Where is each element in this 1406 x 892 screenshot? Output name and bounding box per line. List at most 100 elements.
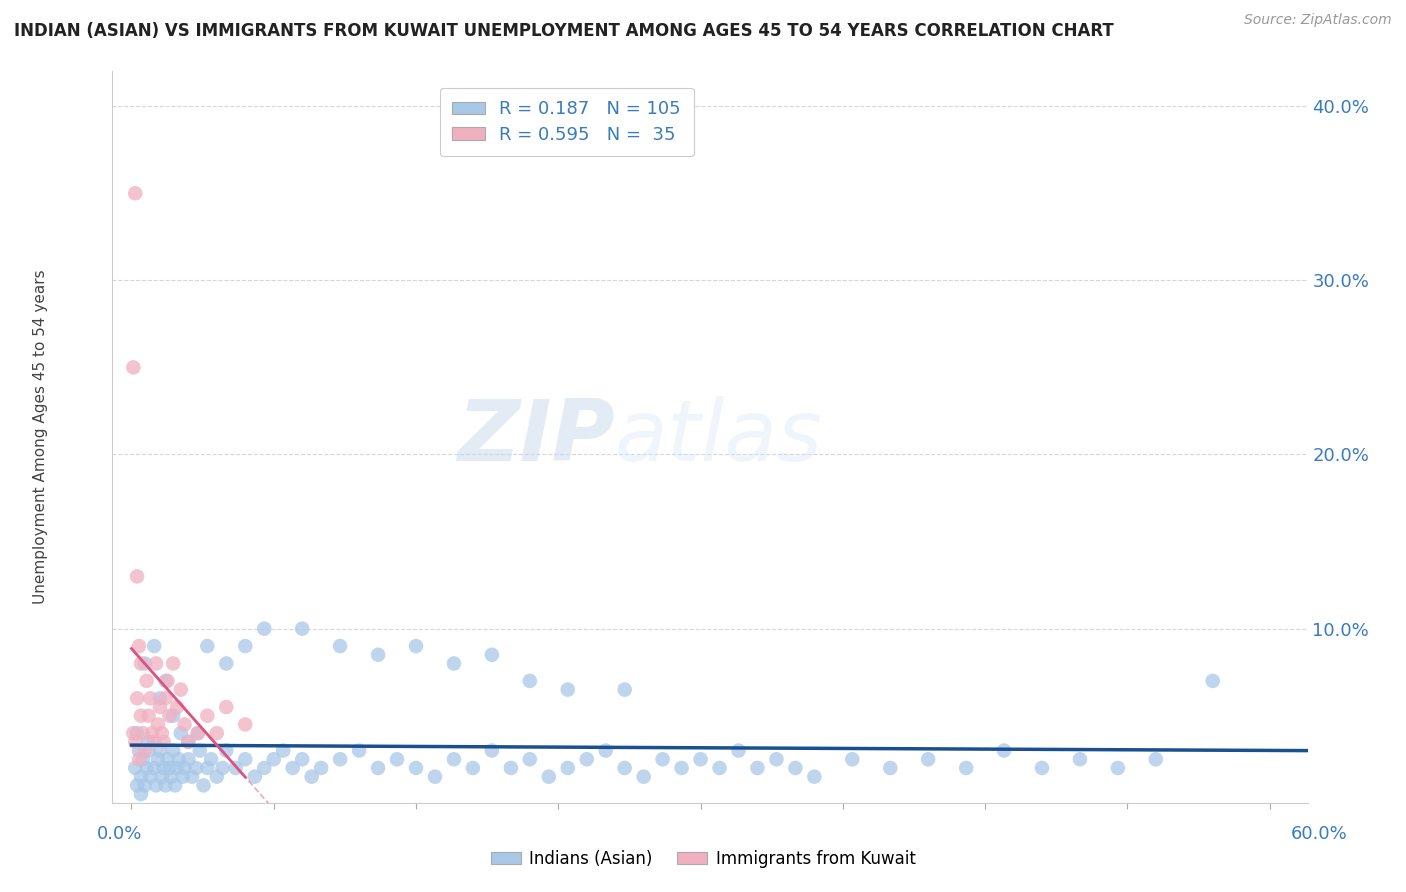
Point: [145, 657, 167, 671]
Point: [155, 691, 177, 706]
Legend: Indians (Asian), Immigrants from Kuwait: Indians (Asian), Immigrants from Kuwait: [484, 844, 922, 875]
Point: [613, 682, 636, 697]
Point: [177, 735, 200, 749]
Point: [329, 752, 352, 766]
Point: [149, 700, 172, 714]
Point: [162, 708, 184, 723]
Point: [233, 717, 256, 731]
Point: [166, 761, 188, 775]
Point: [955, 761, 977, 775]
Point: [993, 743, 1015, 757]
Point: [170, 682, 193, 697]
Point: [181, 770, 204, 784]
Point: [499, 761, 522, 775]
Point: [149, 743, 172, 757]
Point: [132, 752, 155, 766]
Point: [709, 761, 731, 775]
Point: [150, 726, 173, 740]
Point: [139, 770, 162, 784]
Point: [291, 622, 314, 636]
Point: [195, 708, 218, 723]
Point: [461, 761, 484, 775]
Point: [170, 726, 193, 740]
Point: [157, 761, 180, 775]
Point: [127, 726, 149, 740]
Point: [162, 743, 184, 757]
Point: [122, 360, 145, 375]
Point: [187, 726, 209, 740]
Point: [879, 761, 901, 775]
Point: [225, 761, 247, 775]
Point: [215, 700, 238, 714]
Point: [405, 639, 427, 653]
Legend: R = 0.187   N = 105, R = 0.595   N =  35: R = 0.187 N = 105, R = 0.595 N = 35: [440, 87, 693, 156]
Point: [128, 743, 150, 757]
Point: [128, 752, 150, 766]
Point: [309, 761, 332, 775]
Point: [1144, 752, 1167, 766]
Point: [481, 648, 503, 662]
Point: [215, 657, 238, 671]
Point: [575, 752, 598, 766]
Point: [253, 761, 276, 775]
Point: [160, 770, 183, 784]
Point: [613, 761, 636, 775]
Point: [124, 186, 146, 201]
Point: [127, 778, 149, 792]
Point: [595, 743, 617, 757]
Text: atlas: atlas: [614, 395, 823, 479]
Point: [1107, 761, 1129, 775]
Point: [156, 673, 179, 688]
Point: [162, 657, 184, 671]
Point: [157, 708, 180, 723]
Point: [132, 726, 155, 740]
Point: [727, 743, 749, 757]
Point: [195, 761, 218, 775]
Point: [291, 752, 314, 766]
Point: [149, 691, 172, 706]
Point: [195, 639, 218, 653]
Point: [443, 657, 465, 671]
Point: [329, 639, 352, 653]
Point: [128, 639, 150, 653]
Point: [177, 735, 200, 749]
Point: [139, 691, 162, 706]
Point: [385, 752, 408, 766]
Point: [143, 735, 166, 749]
Point: [347, 743, 370, 757]
Point: [184, 761, 207, 775]
Point: [134, 657, 156, 671]
Text: 60.0%: 60.0%: [1291, 825, 1347, 843]
Point: [765, 752, 787, 766]
Point: [243, 770, 266, 784]
Point: [167, 752, 190, 766]
Point: [215, 743, 238, 757]
Point: [557, 761, 579, 775]
Point: [651, 752, 673, 766]
Point: [124, 735, 146, 749]
Point: [689, 752, 711, 766]
Point: [141, 726, 163, 740]
Point: [519, 673, 541, 688]
Point: [367, 761, 389, 775]
Point: [143, 639, 166, 653]
Point: [193, 778, 215, 792]
Point: [146, 717, 169, 731]
Point: [173, 761, 195, 775]
Text: Source: ZipAtlas.com: Source: ZipAtlas.com: [1244, 13, 1392, 28]
Point: [301, 770, 323, 784]
Point: [138, 708, 160, 723]
Point: [200, 752, 222, 766]
Point: [134, 778, 156, 792]
Point: [138, 743, 160, 757]
Point: [281, 761, 304, 775]
Point: [166, 700, 188, 714]
Point: [205, 770, 228, 784]
Point: [405, 761, 427, 775]
Point: [155, 778, 177, 792]
Point: [134, 743, 156, 757]
Point: [177, 752, 200, 766]
Point: [633, 770, 655, 784]
Point: [155, 673, 177, 688]
Point: [747, 761, 769, 775]
